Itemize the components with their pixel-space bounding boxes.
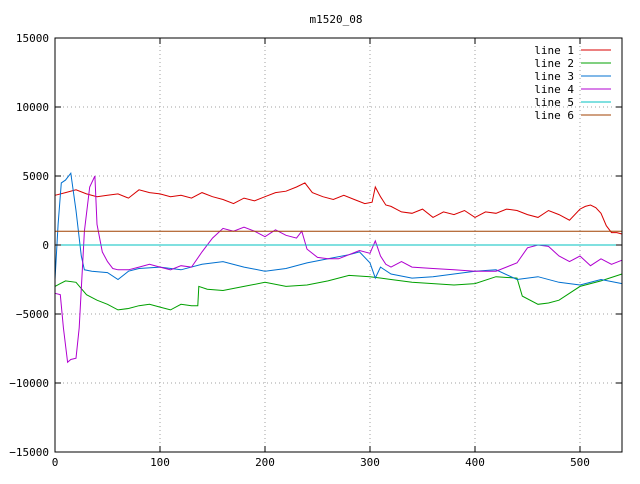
series-line-1 (54, 182, 623, 235)
chart-title: m1520_08 (310, 13, 363, 26)
y-tick-label: 5000 (23, 170, 50, 183)
y-tick-label: −5000 (16, 308, 49, 321)
legend-label: line 4 (534, 83, 574, 96)
x-tick-label: 0 (52, 456, 59, 469)
series-line-2 (54, 273, 623, 311)
x-tick-label: 200 (255, 456, 275, 469)
legend-label: line 1 (534, 44, 574, 57)
x-tick-label: 400 (465, 456, 485, 469)
legend-label: line 5 (534, 96, 574, 109)
x-tick-label: 300 (360, 456, 380, 469)
y-tick-label: −10000 (9, 377, 49, 390)
x-tick-label: 500 (570, 456, 590, 469)
y-tick-label: 15000 (16, 32, 49, 45)
legend-label: line 2 (534, 57, 574, 70)
y-tick-label: 10000 (16, 101, 49, 114)
legend-label: line 3 (534, 70, 574, 83)
legend-label: line 6 (534, 109, 574, 122)
axis-ticks: 0 100 200 300 400 500 −15000 −10000 −5000 0 5000 10… (9, 32, 622, 469)
series-layer (54, 171, 623, 364)
y-tick-label: 0 (42, 239, 49, 252)
y-tick-label: −15000 (9, 446, 49, 459)
x-tick-label: 100 (150, 456, 170, 469)
series-line-4 (54, 175, 623, 364)
